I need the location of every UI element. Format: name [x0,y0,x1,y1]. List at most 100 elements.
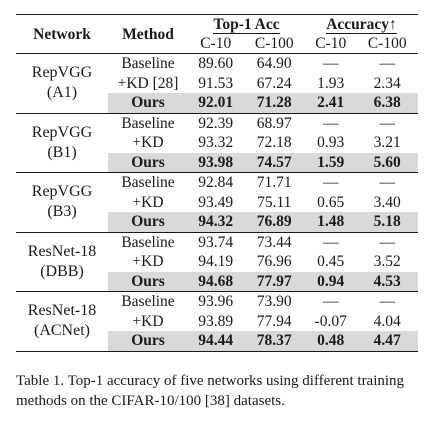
value-cell-c10: 93.32 [198,134,234,152]
method-cell: Baseline [108,112,188,133]
network-cell: RepVGG (A1) [16,53,108,113]
method-cell: Ours [108,271,188,292]
value-cell-c100: 73.90 [243,291,306,312]
value-cell-c100: 67.24 [256,74,292,92]
table-row: Ours 94.32 76.89 1.48 5.18 [16,212,418,232]
header-row-1: Network Method Top-1 Acc Accuracy↑ [16,14,418,43]
value-cell-d100: — [356,231,418,252]
method-cell: +KD [132,312,164,330]
table-row: Ours 94.68 77.97 0.94 4.53 [16,271,418,292]
value-cell-d10: 1.59 [305,152,357,173]
table-row: RepVGG (B3) Baseline 92.84 71.71— — [16,172,418,232]
value-cell-d10: 2.41 [305,93,357,113]
table-body: RepVGG (A1) Baseline 89.60 64.90— — +KD [28] 91… [16,53,418,352]
method-cell: Baseline [108,291,188,312]
value-cell-c10: 92.01 [188,93,244,113]
value-cell-d10: 0.45 [317,253,345,271]
value-cell-d100: 5.60 [356,152,418,173]
network-name: ResNet-18 [27,242,97,260]
value-cell-c10: 91.53 [198,74,234,92]
header-c100-top1: C-100 [254,35,294,52]
value-cell-c10: 94.44 [188,331,244,352]
header-accuracy-label: Accuracy↑ [326,16,397,34]
value-cell-d10: 1.93 [317,74,345,92]
method-cell: Ours [108,152,188,173]
network-cell: RepVGG (B3) [16,172,108,232]
value-cell-c100: 76.96 [256,253,292,271]
value-cell-d10: 1.48 [305,212,357,232]
network-variant: (DBB) [40,262,84,280]
value-cell-d10: — [305,291,357,312]
value-cell-c10: 92.39 [188,112,244,133]
header-network: Network [33,25,91,43]
method-cell: +KD [132,253,164,271]
value-cell-d100: 5.18 [356,212,418,232]
value-cell-c10: 93.74 [188,231,244,252]
network-variant: (B1) [47,143,77,161]
value-cell-c100: 71.71 [243,172,306,193]
method-cell: Baseline [108,53,188,74]
header-method: Method [122,25,174,43]
method-cell: Ours [108,93,188,113]
value-cell-d10: 0.93 [317,134,345,152]
value-cell-c100: 75.11 [257,193,292,211]
value-cell-c100: 71.28 [243,93,306,113]
value-cell-d100: 4.47 [356,331,418,352]
method-cell: Ours [108,212,188,232]
header-top1-label: Top-1 Acc [213,16,280,34]
table-row: ResNet-18 (DBB) Baseline 93.74 73.44— — [16,231,418,292]
value-cell-d100: 6.38 [356,93,418,113]
network-name: RepVGG [31,183,93,201]
results-table: Network Method Top-1 Acc Accuracy↑ C-10 … [16,14,418,352]
table-row: +KD 93.32 72.18 0.93 3.21 [16,133,418,153]
value-cell-c100: 74.57 [243,152,306,173]
value-cell-c100: 77.94 [256,312,292,330]
header-row-2: C-10 C-100 C-10 C-100 [16,34,418,54]
method-cell: Ours [108,331,188,352]
table-caption: Table 1. Top-1 accuracy of five networks… [16,373,405,409]
method-cell: +KD [28] [117,74,179,92]
value-cell-d100: 3.21 [373,134,401,152]
header-accuracy: Accuracy↑ [305,15,418,34]
value-cell-d100: 3.40 [373,193,401,211]
value-cell-d10: 0.94 [305,271,357,292]
value-cell-c100: 76.89 [243,212,306,232]
value-cell-c10: 89.60 [188,53,244,74]
value-cell-c10: 93.49 [198,193,234,211]
network-variant: (A1) [46,84,78,102]
table-row: +KD 93.89 77.94 -0.07 4.04 [16,312,418,332]
value-cell-d100: — [356,172,418,193]
network-name: RepVGG [31,123,93,141]
value-cell-d100: — [356,291,418,312]
value-cell-d100: 2.34 [373,74,401,92]
value-cell-c10: 94.19 [198,253,234,271]
value-cell-c10: 93.96 [188,291,244,312]
value-cell-d100: 4.04 [373,312,401,330]
header-top1: Top-1 Acc [188,15,305,34]
table-row: RepVGG (A1) Baseline 89.60 64.90— — [16,53,418,113]
table-row: Ours 92.01 71.28 2.41 6.38 [16,93,418,113]
table-row: RepVGG (B1) Baseline 92.39 68.97— — [16,112,418,173]
network-variant: (B3) [47,203,77,221]
value-cell-d100: 3.52 [373,253,401,271]
value-cell-d10: — [305,231,357,252]
method-cell: Baseline [108,172,188,193]
value-cell-c100: 64.90 [243,53,306,74]
table-row: Ours 93.98 74.57 1.59 5.60 [16,152,418,173]
network-variant: (ACNet) [34,322,90,340]
value-cell-c10: 94.32 [188,212,244,232]
header-c100-gain: C-100 [367,35,407,52]
method-cell: +KD [132,134,164,152]
value-cell-c100: 72.18 [256,134,292,152]
network-name: ResNet-18 [27,302,97,320]
value-cell-c10: 93.98 [188,152,244,173]
value-cell-d10: — [305,172,357,193]
table-row: +KD 94.19 76.96 0.45 3.52 [16,252,418,272]
network-name: RepVGG [31,64,93,82]
value-cell-d10: 0.48 [305,331,357,352]
value-cell-d100: — [356,112,418,133]
table-row: Ours 94.44 78.37 0.48 4.47 [16,331,418,352]
value-cell-c100: 73.44 [243,231,306,252]
value-cell-d10: 0.65 [317,193,345,211]
